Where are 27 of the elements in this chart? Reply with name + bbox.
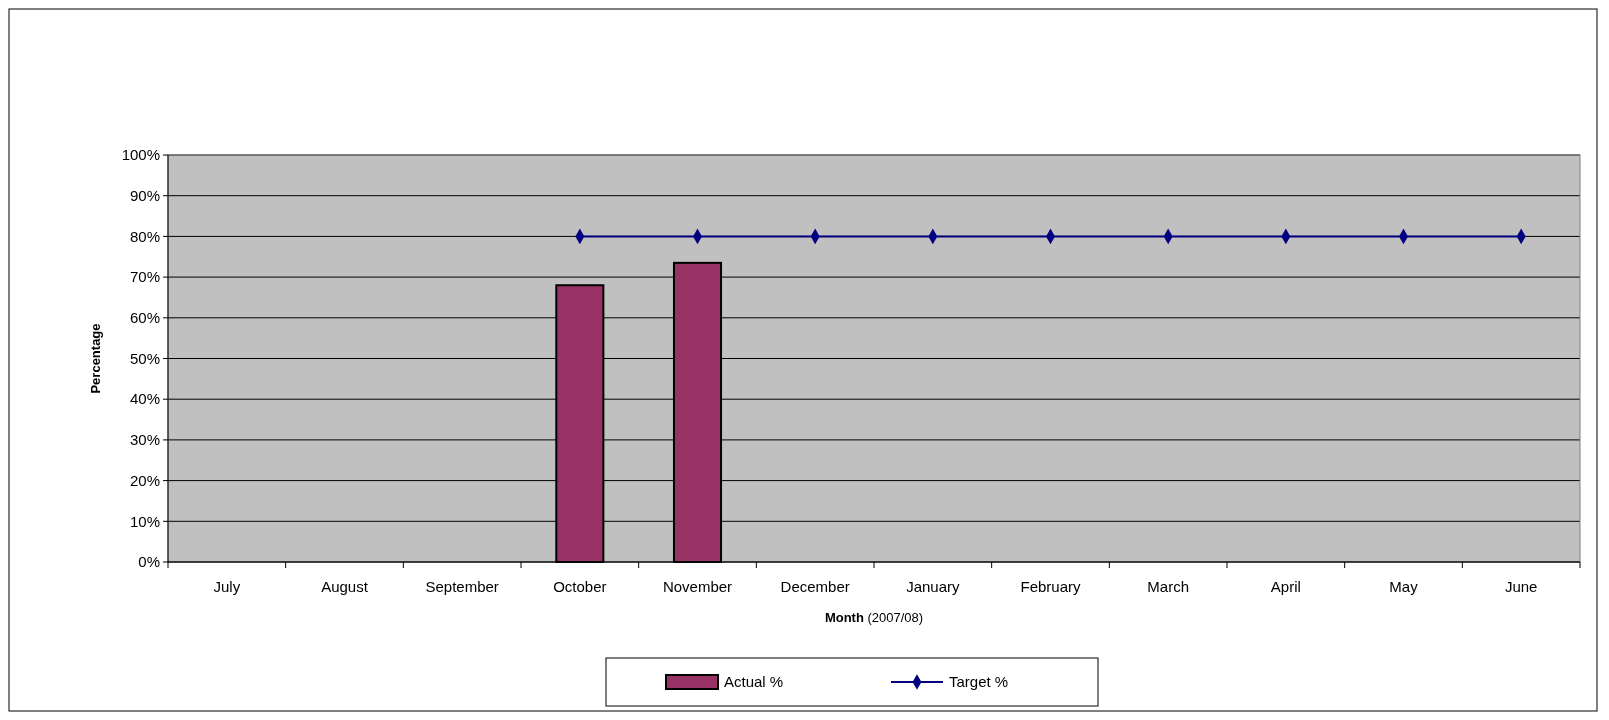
legend-label: Actual % bbox=[724, 673, 784, 691]
x-tick-label: September bbox=[425, 578, 499, 595]
x-tick-label: July bbox=[213, 578, 241, 595]
y-tick-label: 30% bbox=[129, 431, 160, 449]
y-tick-label: 0% bbox=[138, 553, 160, 571]
y-tick-label: 60% bbox=[129, 309, 160, 327]
y-tick-label: 20% bbox=[129, 471, 160, 489]
x-tick-label: February bbox=[1020, 578, 1082, 595]
x-tick-label: April bbox=[1270, 578, 1301, 595]
x-tick-label: June bbox=[1504, 578, 1538, 595]
y-tick-label: 50% bbox=[129, 349, 160, 367]
x-tick-label: May bbox=[1389, 578, 1419, 595]
legend-label: Target % bbox=[949, 673, 1009, 691]
x-tick-label: January bbox=[906, 578, 961, 595]
y-tick-label: 70% bbox=[129, 268, 160, 286]
y-axis-title: Percentage bbox=[88, 323, 103, 394]
y-tick-label: 80% bbox=[129, 227, 160, 245]
x-tick-label: March bbox=[1147, 578, 1190, 595]
x-axis-title: Month (2007/08) bbox=[824, 610, 924, 625]
x-tick-label: November bbox=[662, 578, 733, 595]
x-tick-label: December bbox=[780, 578, 850, 595]
y-tick-label: 40% bbox=[129, 390, 160, 408]
y-tick-label: 10% bbox=[129, 512, 160, 530]
y-tick-label: 90% bbox=[129, 186, 160, 204]
y-tick-label: 100% bbox=[121, 146, 160, 164]
x-tick-label: August bbox=[321, 578, 369, 595]
x-tick-label: October bbox=[553, 578, 607, 595]
